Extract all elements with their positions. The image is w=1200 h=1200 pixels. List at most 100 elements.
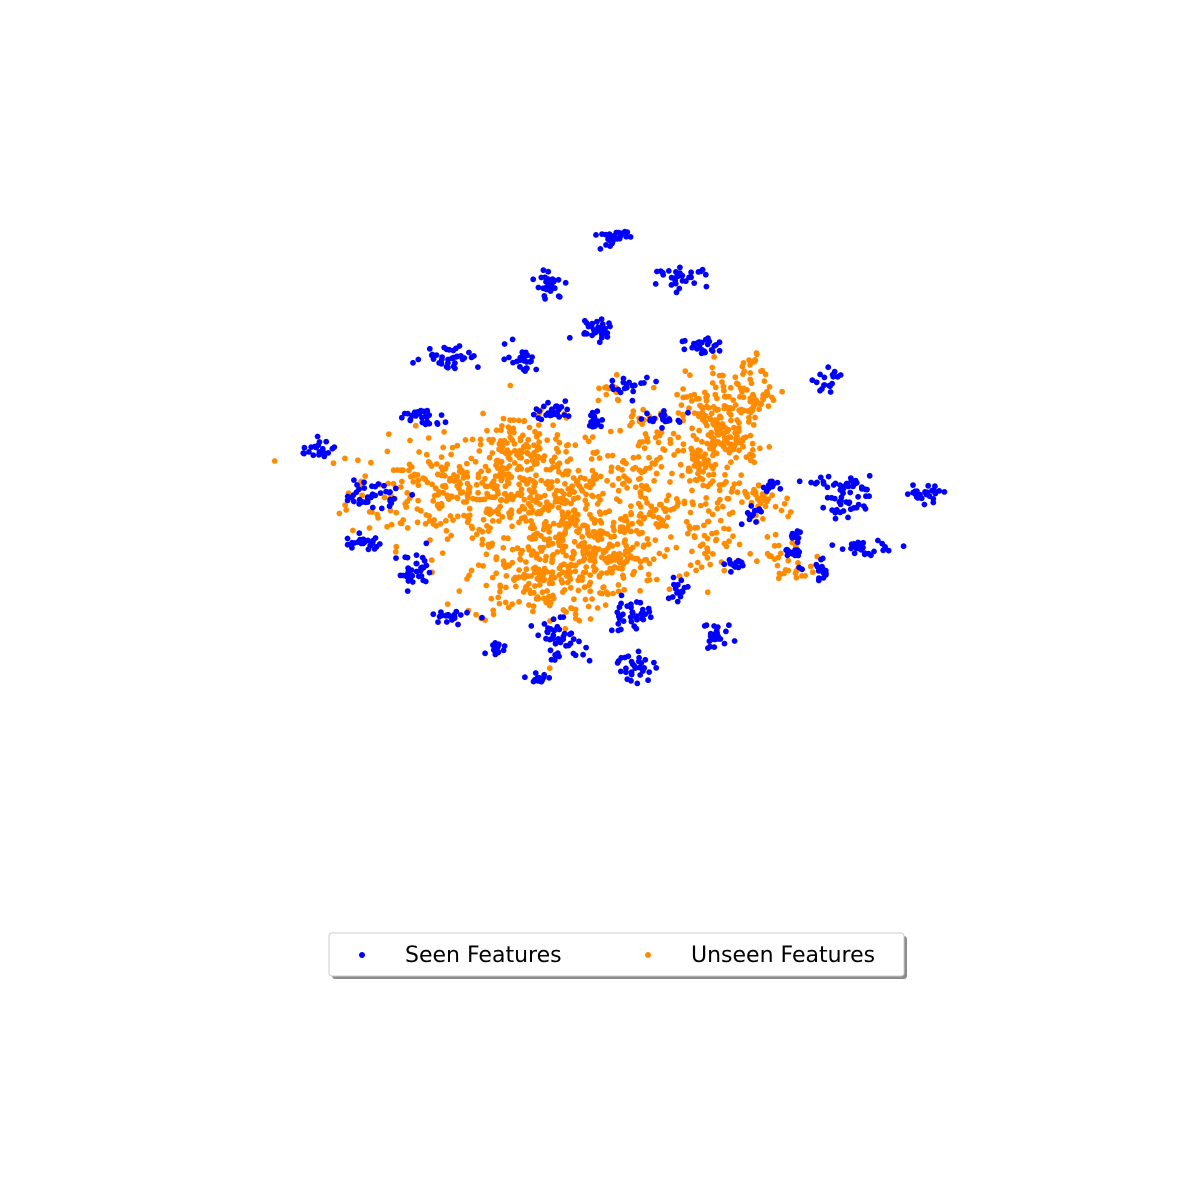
point-unseen: [697, 402, 703, 409]
point-unseen: [517, 550, 524, 557]
point-unseen: [699, 409, 706, 416]
point-unseen: [490, 607, 497, 614]
point-unseen: [596, 572, 603, 579]
point-unseen: [480, 410, 486, 417]
point-unseen: [448, 493, 455, 500]
point-unseen: [671, 452, 677, 458]
point-seen: [356, 530, 363, 537]
point-unseen: [761, 378, 768, 384]
point-seen: [301, 444, 308, 451]
point-unseen: [556, 572, 563, 578]
point-unseen: [521, 571, 528, 578]
point-unseen: [571, 489, 577, 495]
point-unseen: [774, 562, 781, 569]
point-unseen: [655, 524, 662, 530]
point-unseen: [621, 473, 627, 480]
point-unseen: [431, 517, 437, 523]
point-seen: [703, 283, 710, 290]
point-seen: [863, 493, 869, 500]
point-unseen: [607, 428, 614, 435]
point-seen: [732, 564, 739, 570]
point-unseen: [595, 397, 602, 404]
point-seen: [629, 397, 636, 404]
point-unseen: [644, 536, 651, 542]
point-unseen: [394, 467, 401, 473]
point-unseen: [750, 489, 756, 496]
point-unseen: [574, 517, 580, 524]
point-unseen: [551, 454, 558, 461]
point-seen: [386, 489, 393, 496]
point-seen: [637, 599, 644, 606]
point-unseen: [533, 433, 540, 440]
point-unseen: [721, 402, 728, 409]
point-seen: [831, 495, 838, 502]
point-unseen: [632, 484, 639, 491]
point-unseen: [398, 484, 404, 490]
point-unseen: [384, 448, 391, 455]
point-unseen: [564, 569, 571, 576]
point-unseen: [556, 439, 563, 446]
point-unseen: [717, 413, 723, 420]
point-unseen: [706, 472, 712, 478]
point-seen: [819, 555, 826, 562]
point-unseen: [497, 584, 504, 590]
point-unseen: [693, 477, 700, 484]
point-unseen: [611, 527, 617, 534]
point-unseen: [531, 583, 538, 589]
point-unseen: [640, 406, 647, 413]
point-seen: [581, 329, 588, 336]
point-unseen: [686, 523, 693, 530]
point-unseen: [673, 544, 680, 551]
point-seen: [310, 452, 317, 459]
point-seen: [426, 569, 433, 576]
point-seen: [839, 546, 846, 552]
point-seen: [549, 412, 555, 418]
point-unseen: [490, 436, 496, 443]
point-unseen: [592, 517, 598, 523]
point-unseen: [619, 481, 626, 487]
point-seen: [839, 484, 846, 490]
point-unseen: [636, 513, 643, 519]
point-seen: [817, 371, 823, 378]
point-seen: [930, 496, 937, 502]
point-seen: [387, 496, 393, 503]
point-unseen: [407, 437, 413, 444]
point-unseen: [543, 466, 550, 473]
point-unseen: [550, 520, 557, 527]
point-unseen: [560, 607, 567, 613]
point-seen: [836, 499, 843, 505]
point-unseen: [723, 479, 729, 485]
point-unseen: [650, 556, 657, 563]
point-unseen: [495, 491, 501, 497]
point-seen: [925, 482, 932, 489]
point-seen: [721, 640, 728, 647]
point-seen: [631, 382, 638, 389]
point-unseen: [564, 579, 571, 586]
point-seen: [644, 374, 650, 381]
point-seen: [365, 546, 372, 553]
point-unseen: [507, 456, 513, 463]
point-unseen: [609, 482, 616, 488]
legend-marker-unseen: [645, 952, 651, 958]
point-seen: [522, 368, 528, 374]
point-unseen: [795, 560, 801, 566]
point-unseen: [696, 395, 702, 402]
point-unseen: [721, 434, 728, 441]
point-unseen: [687, 392, 694, 399]
point-unseen: [778, 507, 785, 514]
point-seen: [917, 491, 923, 498]
point-unseen: [500, 544, 507, 551]
point-seen: [596, 339, 603, 346]
point-unseen: [623, 543, 630, 549]
point-unseen: [771, 542, 778, 549]
point-unseen: [750, 404, 756, 411]
point-unseen: [760, 392, 767, 398]
point-seen: [378, 505, 385, 512]
point-unseen: [640, 515, 647, 522]
point-unseen: [521, 496, 528, 503]
point-unseen: [740, 360, 747, 366]
point-unseen: [661, 553, 668, 560]
point-seen: [614, 660, 621, 666]
point-unseen: [404, 525, 411, 531]
point-seen: [849, 542, 856, 548]
